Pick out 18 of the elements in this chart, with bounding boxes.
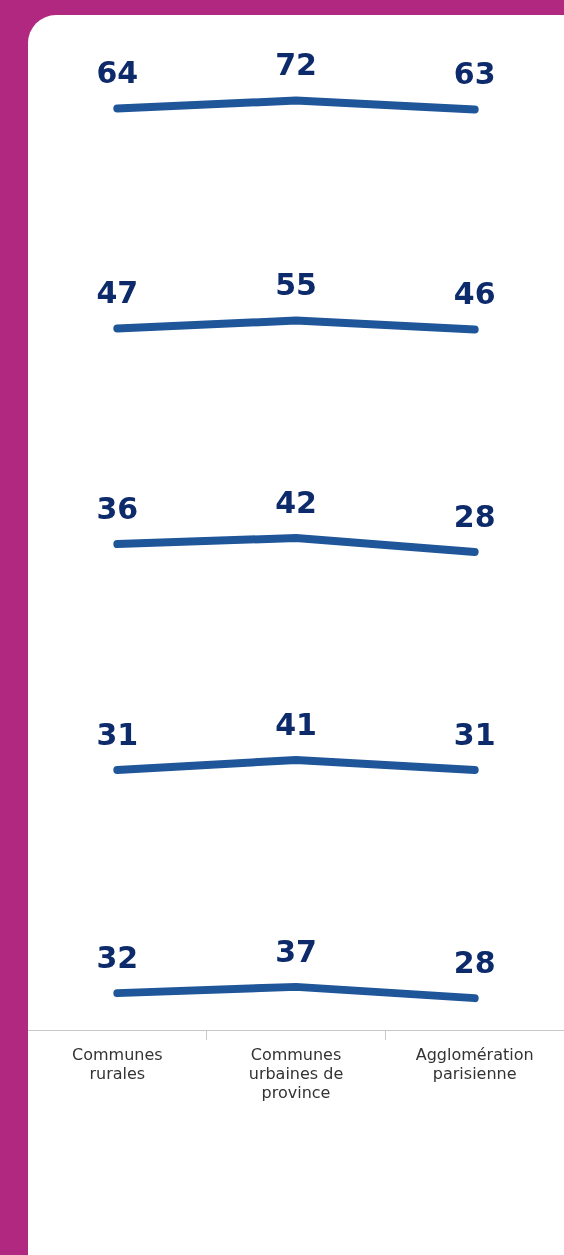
data-label: 28 [453,944,496,980]
data-label: 31 [96,716,139,752]
data-label: 37 [275,933,317,969]
data-label: 42 [275,484,317,520]
data-label: 46 [453,276,496,312]
data-label: 63 [453,56,496,92]
data-label: 64 [96,55,139,91]
data-label: 32 [96,939,139,975]
x-tick-label: Communes urbaines de province [248,1044,344,1103]
data-label: 47 [96,275,139,311]
data-label: 41 [275,706,317,742]
data-label: 72 [275,47,317,83]
data-label: 55 [275,267,317,303]
x-tick-label: Agglomération parisienne [415,1044,534,1083]
data-label: 28 [453,498,496,534]
x-tick-label: Communes rurales [72,1044,163,1083]
data-label: 36 [96,490,139,526]
data-label: 31 [453,716,496,752]
